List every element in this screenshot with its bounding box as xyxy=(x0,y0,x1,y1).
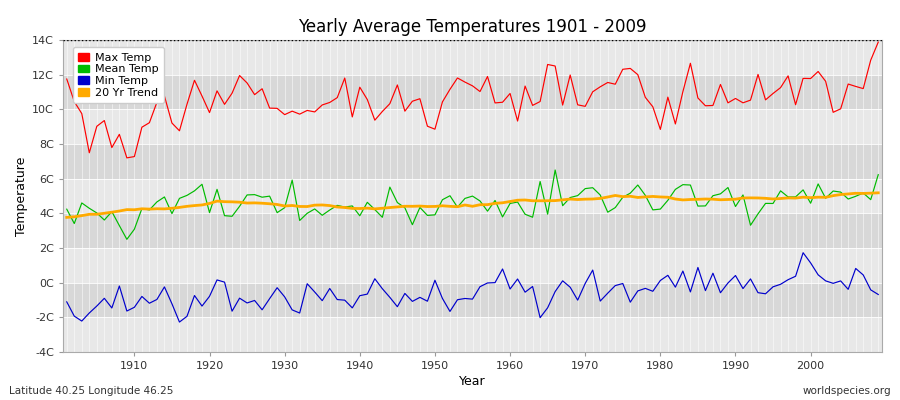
Bar xyxy=(63,40,882,75)
Bar xyxy=(63,317,882,352)
Legend: Max Temp, Mean Temp, Min Temp, 20 Yr Trend: Max Temp, Mean Temp, Min Temp, 20 Yr Tre… xyxy=(73,47,164,103)
Y-axis label: Temperature: Temperature xyxy=(15,156,28,236)
Title: Yearly Average Temperatures 1901 - 2009: Yearly Average Temperatures 1901 - 2009 xyxy=(298,18,647,36)
Text: worldspecies.org: worldspecies.org xyxy=(803,386,891,396)
Bar xyxy=(63,109,882,144)
Bar xyxy=(63,283,882,317)
Bar xyxy=(63,75,882,109)
Text: Latitude 40.25 Longitude 46.25: Latitude 40.25 Longitude 46.25 xyxy=(9,386,174,396)
Bar xyxy=(63,213,882,248)
Bar xyxy=(63,248,882,283)
Bar xyxy=(63,179,882,213)
X-axis label: Year: Year xyxy=(459,375,486,388)
Bar xyxy=(63,144,882,179)
